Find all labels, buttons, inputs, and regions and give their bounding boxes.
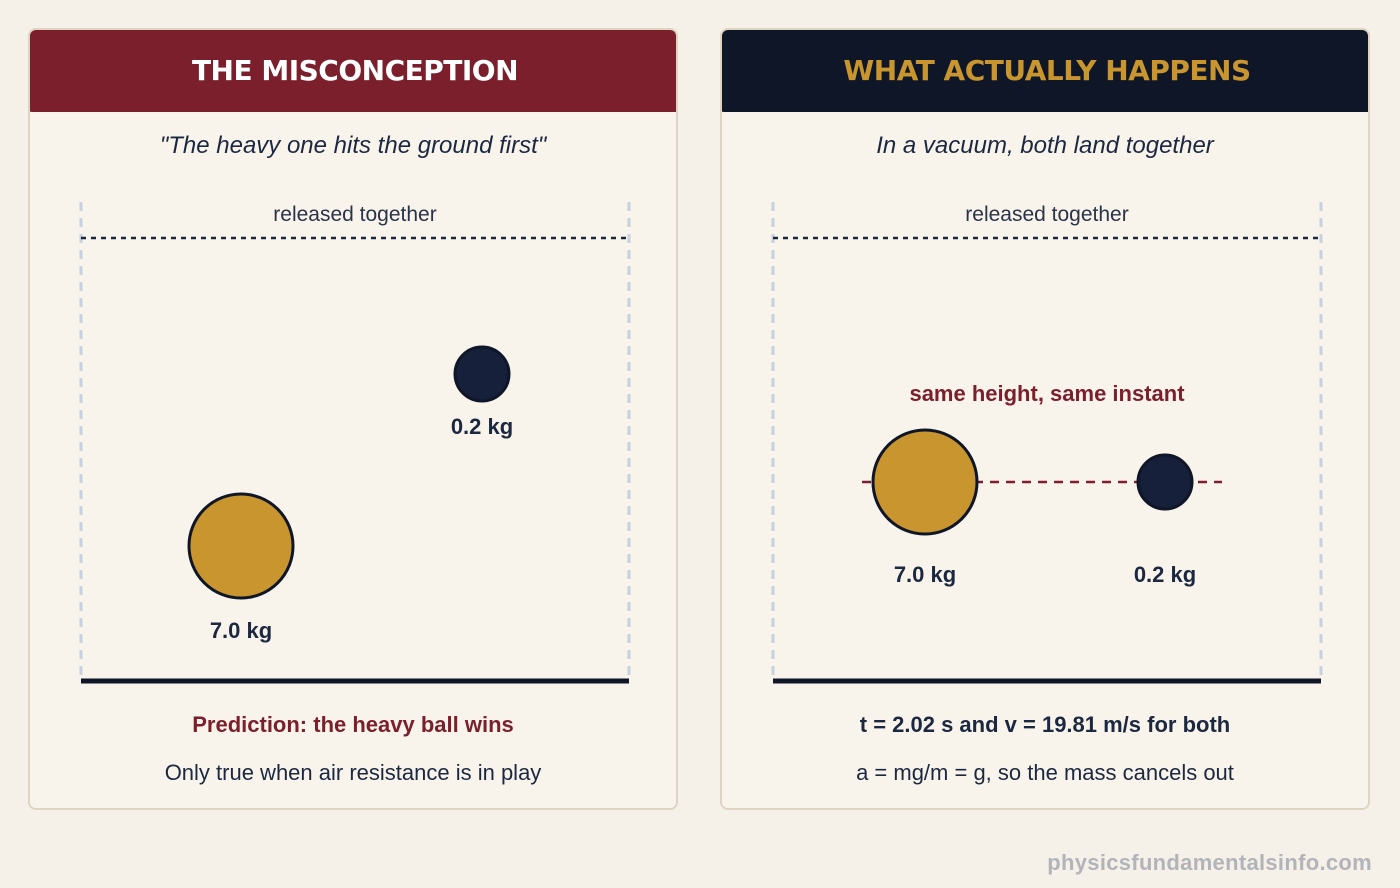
heavy-ball: [871, 428, 979, 536]
reality-note: a = mg/m = g, so the mass cancels out: [856, 760, 1234, 785]
reality-diagram: released together same height, same inst…: [771, 202, 1323, 684]
light-ball: [1136, 453, 1194, 511]
reality-header: WHAT ACTUALLY HAPPENS: [722, 30, 1368, 112]
misconception-panel: THE MISCONCEPTION "The heavy one hits th…: [28, 28, 678, 810]
misconception-caption: Prediction: the heavy ball wins: [192, 712, 514, 737]
reality-caption: t = 2.02 s and v = 19.81 m/s for both: [859, 712, 1231, 737]
light-ball-label: 0.2 kg: [1134, 562, 1196, 587]
heavy-ball-label: 7.0 kg: [894, 562, 956, 587]
misconception-diagram: released together 0.2 kg 7.0 kg: [79, 202, 631, 684]
misconception-header: THE MISCONCEPTION: [30, 30, 676, 112]
reality-subtitle: In a vacuum, both land together: [876, 132, 1214, 159]
footer-website: physicsfundamentalsinfo.com: [1047, 850, 1372, 875]
same-height-annotation: same height, same instant: [909, 381, 1185, 406]
misconception-note: Only true when air resistance is in play: [164, 760, 542, 785]
light-ball-label: 0.2 kg: [451, 414, 513, 439]
reality-panel: WHAT ACTUALLY HAPPENS In a vacuum, both …: [720, 28, 1370, 810]
misconception-subtitle: "The heavy one hits the ground first": [159, 132, 547, 159]
release-label: released together: [965, 203, 1128, 226]
release-label: released together: [273, 203, 436, 226]
light-ball: [453, 345, 511, 403]
heavy-ball: [187, 492, 295, 600]
heavy-ball-label: 7.0 kg: [210, 618, 272, 643]
